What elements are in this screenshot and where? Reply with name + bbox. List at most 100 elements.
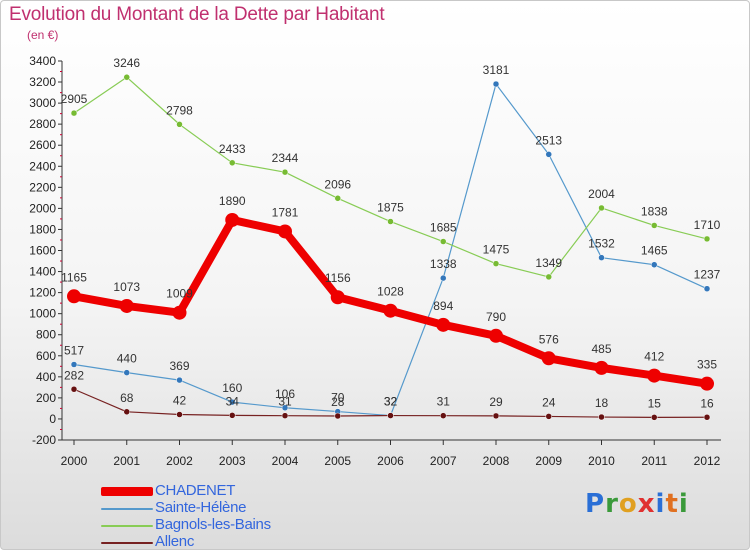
series-point-2	[598, 204, 605, 212]
x-tick-label: 2010	[588, 454, 615, 468]
y-tick-label: 2600	[29, 138, 56, 152]
series-point-1	[229, 398, 236, 406]
data-label: 1465	[641, 244, 668, 258]
series-point-1	[545, 151, 552, 158]
data-label: 576	[539, 332, 559, 346]
series-point-2	[545, 273, 552, 281]
series-point-2	[387, 218, 394, 225]
x-tick-label: 2008	[483, 454, 510, 468]
series-point-2	[492, 260, 500, 267]
data-label: 42	[173, 394, 187, 408]
data-label: 1338	[430, 257, 457, 271]
y-tick-label: 3000	[29, 96, 56, 110]
series-point-2	[70, 109, 78, 117]
legend-item: CHADENET	[101, 482, 361, 500]
x-tick-label: 2001	[113, 454, 140, 468]
series-point-2	[123, 73, 130, 81]
data-label: 18	[595, 396, 609, 410]
legend-label: Bagnols-les-Bains	[155, 516, 271, 533]
y-tick-label: 1200	[29, 286, 56, 300]
series-point-0	[172, 305, 187, 320]
series-point-3	[176, 411, 183, 418]
data-label: 1028	[377, 285, 404, 299]
y-tick-label: 1600	[29, 244, 56, 258]
series-point-3	[598, 413, 605, 421]
y-tick-label: 2800	[29, 117, 56, 131]
series-point-0	[594, 360, 609, 375]
series-point-1	[492, 80, 500, 88]
series-point-1	[281, 404, 289, 412]
legend-swatch	[101, 542, 153, 544]
y-tick-label: 1800	[29, 222, 56, 236]
y-tick-label: 3200	[29, 75, 56, 89]
series-point-0	[700, 376, 714, 391]
data-label: 2004	[588, 187, 615, 201]
data-label: 2905	[61, 92, 88, 106]
data-label: 1781	[272, 205, 299, 219]
series-point-0	[647, 368, 662, 383]
x-tick-label: 2002	[166, 454, 193, 468]
series-point-0	[383, 303, 398, 318]
series-point-1	[651, 261, 658, 268]
data-label: 517	[64, 344, 84, 358]
x-tick-label: 2004	[272, 454, 299, 468]
legend-label: Allenc	[155, 533, 195, 550]
y-tick-label: 200	[36, 391, 56, 405]
series-point-0	[225, 212, 240, 227]
data-label: 369	[169, 359, 189, 373]
series-point-0	[278, 224, 292, 239]
data-label: 2096	[324, 177, 351, 191]
logo-letter: i	[655, 489, 666, 519]
series-point-3	[703, 414, 711, 421]
data-label: 1349	[535, 256, 562, 270]
x-tick-label: 2009	[535, 454, 562, 468]
x-tick-label: 2006	[377, 454, 404, 468]
series-point-1	[176, 376, 183, 384]
data-label: 106	[275, 387, 295, 401]
legend-swatch	[101, 487, 153, 496]
y-tick-label: 400	[36, 370, 56, 384]
series-point-3	[229, 412, 236, 419]
legend-swatch	[101, 525, 153, 527]
series-point-0	[489, 328, 503, 343]
data-label: 485	[591, 342, 611, 356]
legend-label: CHADENET	[155, 482, 236, 499]
data-label: 31	[278, 395, 292, 409]
data-label: 1875	[377, 201, 404, 215]
y-tick-label: 3400	[29, 54, 56, 68]
logo-letter: o	[618, 489, 638, 519]
data-label: 1073	[113, 280, 140, 294]
chart-subtitle: (en €)	[27, 28, 59, 42]
legend-label: Sainte-Hélène	[155, 499, 247, 516]
series-point-0	[541, 351, 556, 366]
y-tick-label: 2400	[29, 159, 56, 173]
series-point-3	[281, 412, 289, 419]
series-point-0	[67, 289, 81, 304]
series-point-3	[651, 414, 658, 421]
legend-item: Bagnols-les-Bains	[101, 516, 361, 534]
data-label: 29	[489, 395, 503, 409]
series-point-2	[281, 168, 289, 176]
data-label: 32	[384, 395, 398, 409]
series-point-1	[598, 254, 605, 261]
data-label: 412	[644, 350, 664, 364]
data-label: 1009	[166, 287, 193, 301]
data-label: 1890	[219, 194, 246, 208]
series-point-2	[229, 159, 236, 167]
legend-item: Allenc	[101, 533, 361, 550]
series-point-3	[545, 413, 552, 420]
series-point-3	[70, 386, 78, 393]
x-tick-label: 2000	[61, 454, 88, 468]
y-tick-label: 800	[36, 328, 56, 342]
series-point-1	[703, 285, 711, 292]
x-tick-label: 2007	[430, 454, 457, 468]
data-label: 1685	[430, 221, 457, 235]
series-point-0	[330, 290, 345, 305]
series-point-3	[334, 412, 341, 420]
data-label: 2798	[166, 103, 193, 117]
y-tick-label: 2000	[29, 201, 56, 215]
chart-legend: CHADENET Sainte-Hélène Bagnols-les-Bains Al…	[101, 482, 361, 550]
data-label: 1237	[694, 268, 721, 282]
